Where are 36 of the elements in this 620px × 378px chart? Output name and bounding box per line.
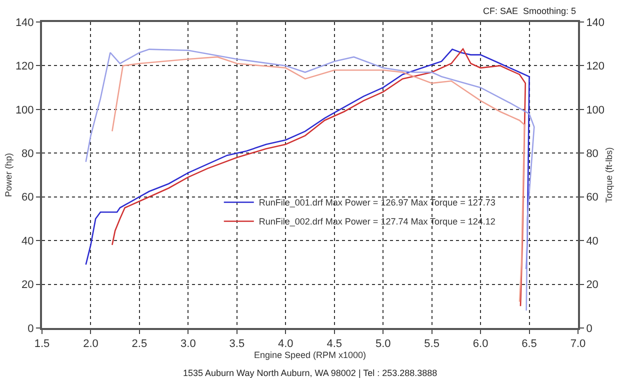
- y2-tick-label: 80: [586, 148, 598, 160]
- y-tick-label: 40: [22, 235, 34, 248]
- y2-tick-label: 0: [586, 322, 592, 335]
- y2-tick-label: 140: [586, 16, 605, 29]
- legend-label: RunFile_001.drf Max Power = 126.97 Max Torque = 127.73: [258, 198, 496, 208]
- y-tick-label: 20: [22, 279, 34, 292]
- y2-tick-label: 20: [586, 279, 598, 292]
- y2-tick-label: 100: [586, 104, 605, 116]
- x-tick-label: 5.0: [375, 338, 391, 350]
- y-tick-label: 0: [28, 322, 34, 335]
- x-tick-label: 6.5: [522, 338, 537, 350]
- line-series: [85, 48, 530, 270]
- x-tick-label: 2.5: [132, 338, 148, 350]
- y2-tick-label: 120: [586, 60, 605, 73]
- x-tick-label: 4.0: [278, 338, 294, 350]
- y-tick-label: 100: [15, 104, 34, 116]
- x-axis-title: Engine Speed (RPM x1000): [254, 350, 366, 360]
- y-axis-title: Power (hp): [3, 152, 14, 198]
- text: 1535 Auburn Way North Auburn, WA 98002 | Tel : 253.288.3888: [183, 368, 438, 378]
- x-tick-label: 1.5: [34, 338, 50, 350]
- x-tick-label: 3.0: [180, 338, 196, 350]
- y2-tick-label: 40: [586, 235, 598, 248]
- text: CF: SAE Smoothing: 5: [483, 6, 576, 16]
- y2-axis-title: Torque (ft-lbs): [604, 147, 614, 203]
- y-tick-label: 60: [22, 192, 34, 204]
- x-tick-label: 4.5: [326, 338, 342, 350]
- y-tick-label: 80: [22, 148, 34, 160]
- x-tick-label: 5.5: [424, 338, 440, 350]
- y-tick-label: 140: [15, 16, 34, 29]
- y2-tick-label: 60: [586, 192, 598, 204]
- x-tick-label: 3.5: [229, 338, 245, 350]
- x-tick-label: 2.0: [83, 338, 98, 350]
- y-tick-label: 120: [15, 60, 34, 73]
- x-tick-label: 6.0: [472, 338, 488, 350]
- x-tick-label: 7.0: [570, 338, 586, 350]
- legend-label: RunFile_002.drf Max Power = 127.74 Max Torque = 124.12: [258, 216, 496, 227]
